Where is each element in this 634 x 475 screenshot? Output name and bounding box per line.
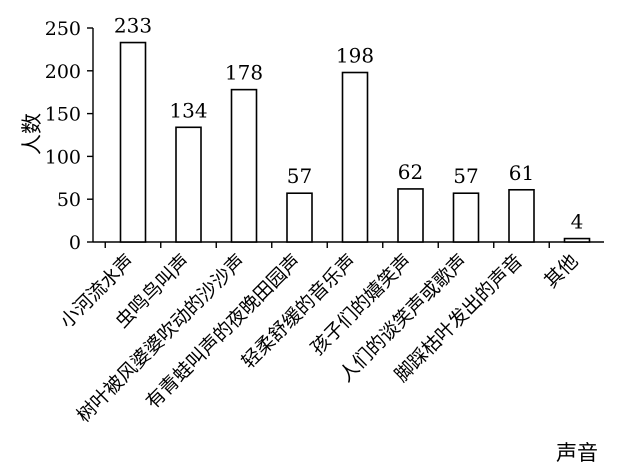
category-labels: 小河流水声虫鸣鸟叫声树叶被风婆婆吹动的沙沙声有青蛙叫声的夜晚田园声轻柔舒缓的音乐… (56, 250, 583, 427)
value-label: 198 (336, 44, 374, 68)
y-tick-label: 0 (69, 232, 81, 254)
y-tick-label: 100 (45, 146, 81, 168)
bar (230, 88, 258, 243)
x-axis-title: 声音 (556, 441, 598, 465)
y-axis-title: 人数 (20, 113, 44, 155)
bar (563, 237, 591, 243)
y-tick-label: 150 (45, 104, 81, 126)
value-label: 57 (287, 164, 312, 188)
value-label: 134 (169, 98, 207, 122)
bar (286, 192, 313, 243)
value-label: 62 (398, 160, 423, 184)
value-labels: 233 134 178 57 198 62 57 61 4 (114, 14, 583, 234)
bar (452, 192, 480, 243)
category-label: 孩子们的嬉笑声 (306, 250, 416, 360)
bar (508, 188, 535, 243)
y-tick-label: 200 (45, 61, 81, 83)
value-label: 57 (453, 164, 478, 188)
bar (341, 71, 369, 243)
bars (119, 41, 591, 243)
value-label: 178 (225, 61, 263, 85)
category-label: 其他 (540, 250, 582, 292)
value-label: 4 (571, 210, 584, 234)
bar (119, 41, 147, 243)
y-ticks: 0 50 100 150 200 250 (45, 18, 550, 254)
bar (397, 188, 424, 243)
y-tick-label: 250 (45, 18, 81, 40)
y-tick-label: 50 (57, 189, 81, 211)
bar (175, 126, 202, 243)
value-label: 61 (509, 161, 534, 185)
value-label: 233 (114, 14, 152, 38)
